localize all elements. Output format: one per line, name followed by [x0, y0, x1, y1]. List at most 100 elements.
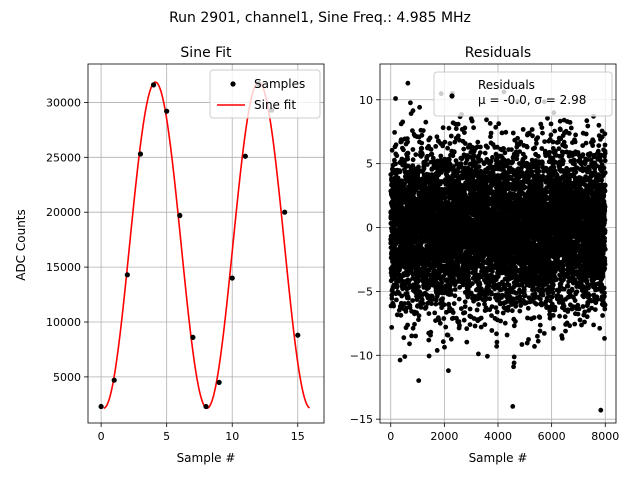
sample-point [177, 212, 183, 219]
residual-point [446, 125, 452, 131]
residual-point [410, 163, 416, 169]
residual-point [502, 150, 508, 156]
residual-point [441, 316, 447, 321]
residual-point [511, 354, 517, 360]
residual-point [433, 144, 439, 149]
residual-point [420, 128, 426, 134]
legend-samples-marker [230, 81, 236, 87]
residual-point [401, 335, 407, 341]
residual-point [410, 157, 416, 163]
residual-point [405, 139, 410, 145]
residual-point [429, 301, 434, 307]
residual-point [487, 296, 493, 302]
residual-point [503, 129, 509, 135]
residual-point [485, 353, 490, 359]
y-tick-label: 15000 [46, 261, 81, 274]
residual-point [485, 145, 490, 150]
residual-point [426, 353, 432, 359]
residual-point [467, 306, 473, 312]
residual-point [410, 147, 416, 152]
residual-point [413, 152, 419, 158]
residual-point [417, 104, 422, 110]
residual-point [394, 312, 400, 318]
residual-point [402, 354, 408, 359]
residual-point [504, 332, 510, 338]
residual-point [493, 305, 499, 310]
residuals-title: Residuals [465, 45, 531, 61]
y-tick-label: 10000 [46, 316, 81, 329]
residual-point [394, 153, 400, 159]
residual-point [397, 357, 403, 363]
residual-point [405, 322, 410, 328]
residual-point [476, 164, 482, 170]
residual-point [456, 296, 462, 302]
residual-point [452, 293, 458, 299]
residual-point [395, 175, 401, 181]
y-tick-label: 20000 [46, 206, 81, 219]
residual-point [515, 135, 520, 141]
residual-point [407, 305, 413, 310]
residual-point [481, 161, 487, 167]
residual-point [442, 344, 447, 350]
residual-point [494, 331, 499, 337]
residual-point [448, 133, 454, 139]
residual-point [462, 125, 468, 131]
residual-point [475, 139, 481, 145]
residual-point [393, 142, 399, 148]
residual-point [474, 307, 480, 313]
residual-point [464, 339, 470, 345]
residual-point [443, 324, 449, 330]
residual-point [453, 126, 459, 132]
residual-point [399, 293, 405, 299]
residual-point [476, 351, 481, 357]
residual-point [410, 298, 415, 303]
sample-point [229, 275, 235, 281]
x-tick-label: 10 [225, 430, 239, 443]
residual-point [482, 150, 488, 156]
residual-point [403, 305, 409, 311]
residual-point [455, 133, 461, 139]
residual-point [416, 284, 421, 290]
residual-point [494, 339, 500, 345]
residual-point [488, 130, 494, 136]
residual-point [416, 277, 422, 283]
residual-point [487, 121, 493, 126]
residual-point [392, 157, 397, 163]
residual-point [478, 144, 483, 150]
residual-point [464, 326, 470, 332]
residual-point [408, 100, 413, 106]
residual-point [389, 147, 395, 153]
residual-point [462, 310, 468, 315]
residual-point [477, 150, 483, 156]
residual-point [466, 273, 471, 279]
residual-point [509, 147, 514, 153]
residual-point [427, 135, 433, 141]
residual-point [517, 308, 523, 314]
residual-point [478, 315, 484, 321]
residual-point [397, 168, 403, 174]
residual-point [392, 130, 397, 135]
residual-point [410, 128, 415, 134]
residual-point [428, 329, 434, 335]
residual-point [394, 284, 400, 290]
residual-point [470, 281, 475, 286]
residual-point [451, 149, 457, 155]
residual-point [423, 119, 429, 125]
residual-point [448, 336, 454, 342]
residual-point [509, 308, 515, 314]
residual-point [462, 304, 468, 309]
residual-point [420, 301, 426, 306]
residual-point [416, 378, 422, 383]
residuals-xlabel: Sample # [469, 451, 528, 465]
residual-point [501, 157, 507, 163]
residual-point [418, 305, 424, 310]
residual-point [419, 132, 425, 138]
residual-point [471, 125, 476, 131]
sample-point [282, 209, 288, 215]
residual-point [437, 320, 443, 326]
residual-point [428, 147, 434, 152]
residual-point [440, 339, 446, 345]
residual-point [426, 311, 432, 316]
